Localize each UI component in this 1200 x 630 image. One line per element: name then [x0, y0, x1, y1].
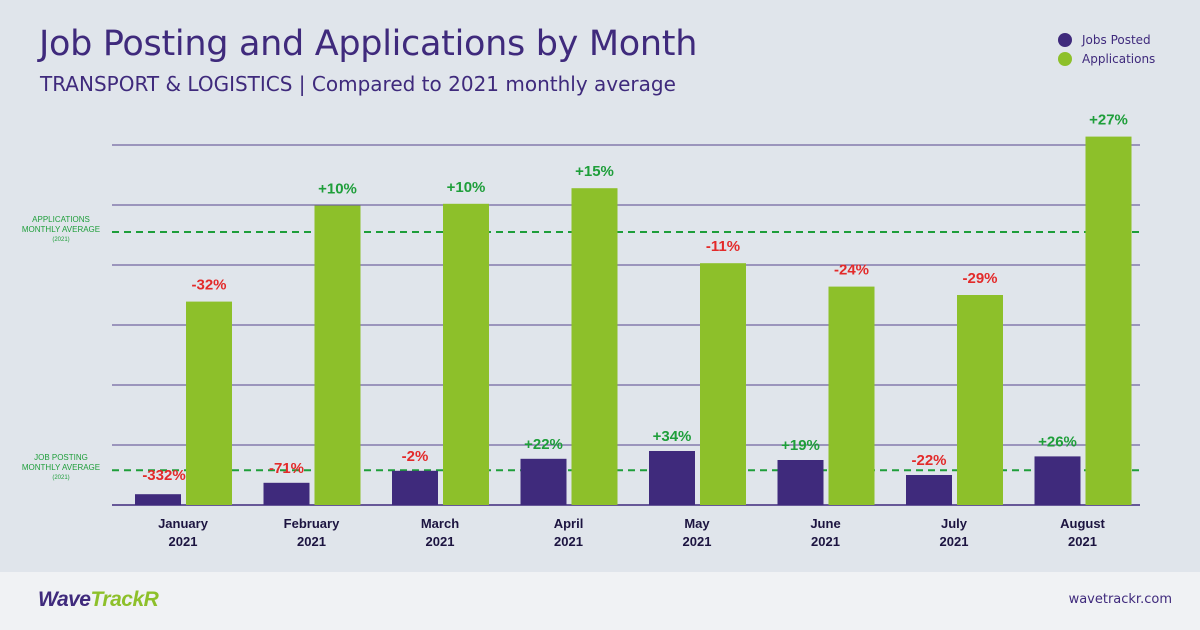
brand-name-part2: TrackR: [90, 588, 159, 611]
data-label: +27%: [1089, 112, 1128, 129]
data-label: -2%: [402, 448, 429, 465]
x-tick-label: February: [284, 516, 340, 531]
bar-jobs-posted: [520, 458, 567, 505]
bar-applications: [443, 203, 489, 506]
data-label: -29%: [962, 270, 997, 287]
bar-jobs-posted: [263, 482, 310, 505]
x-tick-label: June: [810, 516, 840, 531]
x-tick-label-year: 2021: [940, 534, 969, 549]
x-tick-label: March: [421, 516, 459, 531]
data-label: +19%: [781, 437, 820, 454]
website-link[interactable]: wavetrackr.com: [1068, 592, 1172, 607]
x-tick-label-year: 2021: [683, 534, 712, 549]
data-label: -24%: [834, 262, 869, 279]
bar-applications: [957, 295, 1003, 505]
reference-line-label: MONTHLY AVERAGE: [22, 225, 100, 234]
data-label: +26%: [1038, 433, 1077, 450]
data-label: -32%: [191, 277, 226, 294]
x-tick-label-year: 2021: [811, 534, 840, 549]
bar-applications: [186, 301, 232, 505]
data-label: -22%: [911, 452, 946, 469]
reference-line-label: JOB POSTING: [34, 453, 88, 462]
reference-line-label: (2021): [52, 475, 69, 481]
legend-swatch-jobs: [1058, 32, 1072, 47]
x-tick-label-year: 2021: [426, 534, 455, 549]
legend-label-jobs: Jobs Posted: [1082, 32, 1151, 47]
legend: Jobs Posted Applications: [1058, 30, 1155, 68]
chart-subtitle: TRANSPORT & LOGISTICS | Compared to 2021…: [40, 72, 676, 96]
bar-jobs-posted: [649, 451, 695, 505]
data-label: +34%: [653, 428, 692, 445]
bar-applications: [571, 188, 618, 505]
data-label: +22%: [524, 436, 563, 453]
x-tick-label-year: 2021: [297, 534, 326, 549]
data-label: -332%: [142, 467, 185, 484]
bar-jobs-posted: [392, 470, 438, 505]
bar-applications: [314, 205, 361, 505]
x-tick-label: May: [684, 516, 710, 531]
reference-line-label: APPLICATIONS: [32, 215, 90, 224]
data-label: +10%: [318, 181, 357, 198]
x-tick-label: April: [554, 516, 584, 531]
data-label: -11%: [706, 238, 740, 255]
data-label: -71%: [269, 460, 304, 477]
bar-applications: [1085, 136, 1132, 505]
x-tick-label-year: 2021: [169, 534, 198, 549]
brand-logo: WaveTrackR: [38, 588, 159, 612]
x-tick-label: January: [158, 516, 209, 531]
bar-jobs-posted: [135, 494, 181, 505]
legend-label-applications: Applications: [1082, 51, 1156, 66]
data-label: +10%: [447, 179, 486, 196]
reference-line-label: MONTHLY AVERAGE: [22, 463, 100, 472]
bar-jobs-posted: [777, 460, 824, 505]
data-label: +15%: [575, 163, 614, 180]
bar-applications: [700, 263, 746, 505]
brand-name-part1: Wave: [38, 588, 91, 611]
bar-jobs-posted: [1034, 456, 1081, 505]
x-tick-label-year: 2021: [1068, 534, 1097, 549]
x-tick-label-year: 2021: [554, 534, 583, 549]
legend-item-jobs: Jobs Posted: [1058, 30, 1155, 49]
x-tick-label: August: [1060, 516, 1105, 531]
bar-jobs-posted: [906, 475, 952, 505]
bar-applications: [828, 286, 875, 505]
chart-title: Job Posting and Applications by Month: [39, 24, 698, 64]
reference-line-label: (2021): [52, 237, 69, 243]
legend-swatch-applications: [1058, 51, 1072, 66]
legend-item-applications: Applications: [1058, 49, 1155, 68]
x-tick-label: July: [941, 516, 968, 531]
footer: WaveTrackR wavetrackr.com: [0, 572, 1200, 630]
